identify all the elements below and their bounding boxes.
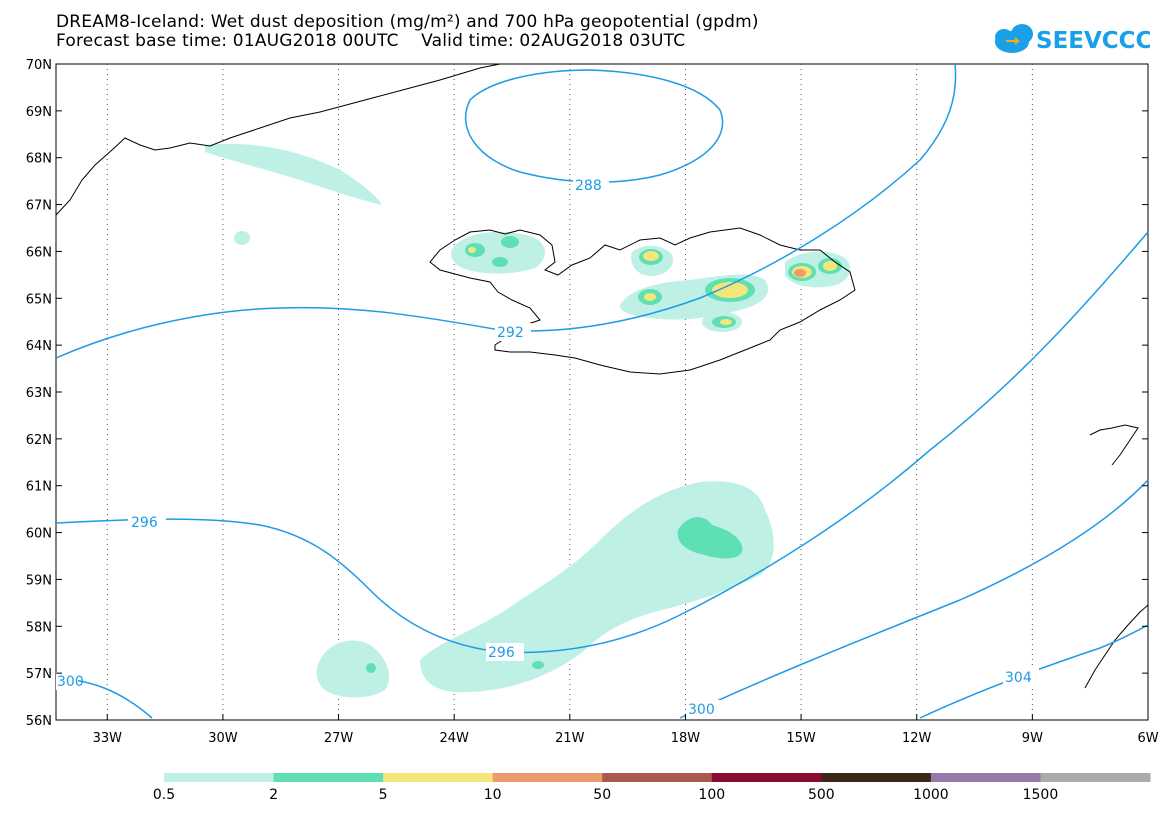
latitude-tick-label: 66N: [26, 245, 52, 260]
longitude-tick-label: 24W: [439, 731, 469, 746]
longitude-tick-label: 30W: [208, 731, 238, 746]
contour-label-296-south: 296: [488, 645, 515, 661]
longitude-tick-label: 9W: [1022, 731, 1043, 746]
longitude-tick-label: 15W: [786, 731, 816, 746]
dust-north-yellow: [643, 251, 659, 261]
contour-label-288: 288: [575, 178, 602, 194]
contour-label-300-south: 300: [688, 702, 715, 718]
contour-label-300-west: 300: [57, 674, 84, 690]
latitude-tick-label: 58N: [26, 620, 52, 635]
cloud-icon: [995, 24, 1033, 53]
contour-296: [55, 231, 1149, 654]
latitude-tick-label: 63N: [26, 386, 52, 401]
contour-304: [919, 624, 1149, 719]
latitude-tick-label: 62N: [26, 433, 52, 448]
latitude-tick-label: 59N: [26, 573, 52, 588]
latitude-tick-label: 60N: [26, 527, 52, 542]
dust-westfjords-green3: [492, 257, 508, 267]
dust-east-orange: [794, 269, 806, 277]
dust-area-small: [234, 231, 250, 245]
dust-vatnajokull-yellow: [712, 282, 748, 298]
contour-288: [464, 69, 724, 183]
latitude-tick-label: 67N: [26, 199, 52, 214]
geopotential-contours: [55, 63, 1149, 719]
latitude-tick-label: 61N: [26, 480, 52, 495]
contour-label-296-west: 296: [131, 515, 158, 531]
latitude-tick-label: 65N: [26, 292, 52, 307]
longitude-tick-label: 12W: [902, 731, 932, 746]
latitude-tick-label: 56N: [26, 714, 52, 729]
map-subtitle-times: Forecast base time: 01AUG2018 00UTC Vali…: [56, 31, 686, 51]
dust-area-greenland-coast: [205, 143, 382, 205]
dust-central-yellow: [644, 293, 656, 301]
dust-westfjords: [450, 231, 546, 274]
latitude-tick-label: 57N: [26, 667, 52, 682]
dust-spot: [366, 663, 376, 673]
latitude-tick-label: 64N: [26, 339, 52, 354]
coast-greenland: [55, 63, 501, 216]
longitude-tick-label: 18W: [671, 731, 701, 746]
longitude-tick-label: 33W: [93, 731, 123, 746]
latitude-tick-label: 68N: [26, 152, 52, 167]
coast-faroe: [1089, 424, 1139, 466]
logo-text: SEEVCCC: [1036, 28, 1150, 54]
dust-westfjords-yellow: [468, 247, 476, 253]
contour-labels: 288 292 296 296 300 304 300: [56, 176, 1039, 718]
contour-label-304: 304: [1005, 670, 1032, 686]
longitude-tick-label: 27W: [324, 731, 354, 746]
longitude-axis: 33W 30W 27W 24W 21W 18W 15W 12W 9W 6W: [93, 714, 1159, 746]
dust-south-yellow: [720, 319, 732, 325]
contour-label-292: 292: [497, 325, 524, 341]
dust-westfjords-green2: [501, 236, 519, 248]
dust-area-southwest: [316, 640, 390, 698]
contour-292-outer: [55, 63, 957, 359]
coast-iceland: [429, 227, 856, 375]
dust-east-yellow2: [823, 261, 837, 271]
dust-spot: [532, 661, 544, 669]
latitude-tick-label: 70N: [26, 58, 52, 73]
coastlines: [55, 63, 1149, 689]
longitude-tick-label: 21W: [555, 731, 585, 746]
dust-area-mid-green: [677, 516, 743, 559]
latitude-axis: 70N 69N 68N 67N 66N 65N 64N 63N 62N 61N 60N 59N 58N 5…: [26, 58, 1148, 729]
map-title: DREAM8-Iceland: Wet dust deposition (mg/…: [56, 12, 759, 32]
longitude-tick-label: 6W: [1137, 731, 1158, 746]
seevccc-logo: SEEVCCC: [995, 24, 1150, 54]
latitude-tick-label: 69N: [26, 105, 52, 120]
coast-norway: [1084, 604, 1149, 689]
